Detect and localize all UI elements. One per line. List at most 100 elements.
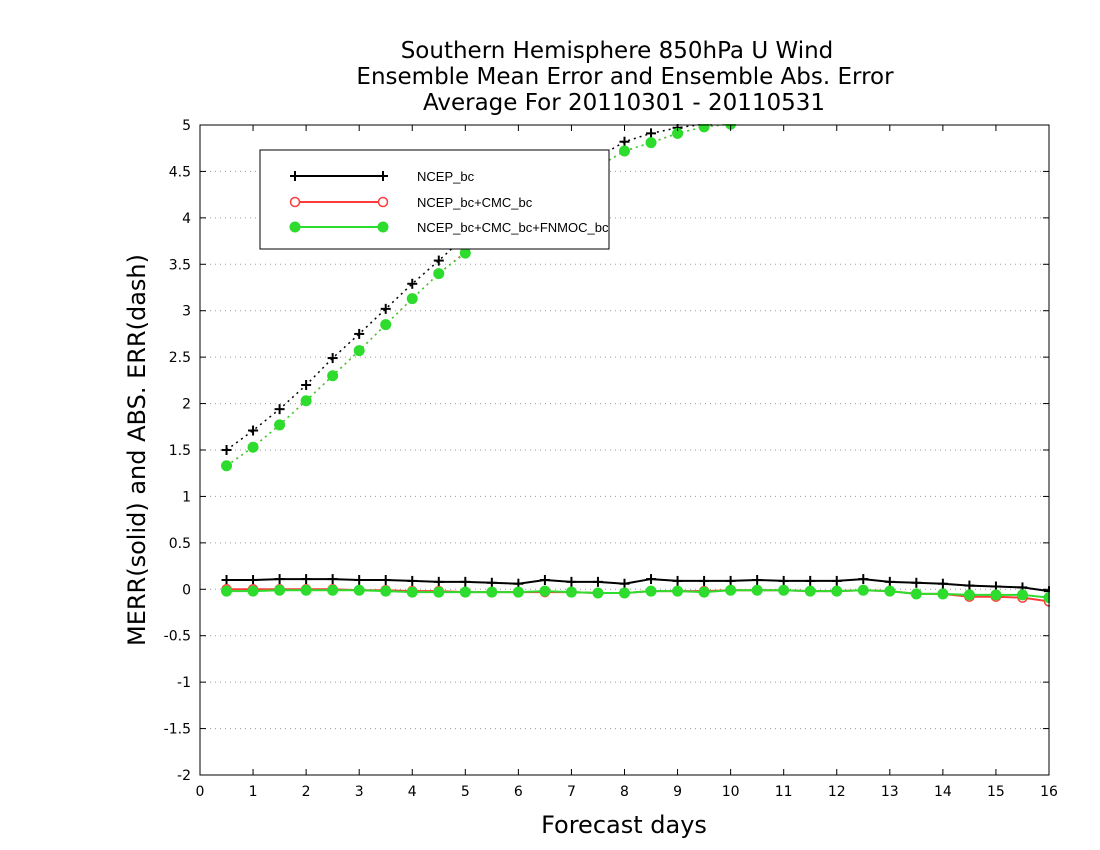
- abs-err-point-ncep-cmc-fnmoc: [300, 395, 312, 407]
- abs-err-point-ncep-bc: [248, 425, 259, 436]
- merr-point-ncep-bc: [805, 575, 816, 586]
- abs-err-point-ncep-bc: [619, 136, 630, 147]
- merr-point-ncep-bc: [778, 575, 789, 586]
- y-tick-label: 0.5: [169, 536, 191, 552]
- merr-point-ncep-cmc-fnmoc: [698, 586, 710, 598]
- abs-err-point-ncep-cmc-fnmoc: [645, 137, 657, 149]
- x-axis: 0 1 2 3 4 5 6 7 8 9 10 11 12 13 14 15 16: [196, 125, 1058, 800]
- legend: NCEP_bc NCEP_bc+CMC_bc NCEP_bc+CMC_bc+FNMO…: [259, 149, 610, 250]
- merr-point-ncep-bc: [327, 574, 338, 585]
- merr-point-ncep-cmc-fnmoc: [725, 584, 737, 596]
- abs-err-point-ncep-cmc-fnmoc: [459, 247, 471, 259]
- legend-marker: [377, 221, 389, 233]
- legend-marker: [290, 171, 300, 181]
- y-tick-label: 3.5: [169, 257, 191, 273]
- y-tick-label: -2: [177, 768, 191, 784]
- abs-err-point-ncep-cmc-fnmoc: [274, 419, 286, 431]
- x-tick-label: 10: [722, 784, 740, 800]
- merr-point-ncep-bc: [460, 576, 471, 587]
- merr-point-ncep-bc: [725, 575, 736, 586]
- y-tick-label: -1: [177, 675, 191, 691]
- abs-err-point-ncep-cmc-fnmoc: [353, 345, 365, 357]
- merr-point-ncep-cmc-fnmoc: [884, 585, 896, 597]
- chart-title: Southern Hemisphere 850hPa U Wind Ensemb…: [356, 38, 894, 116]
- y-tick-label: 4: [182, 211, 191, 227]
- merr-point-ncep-cmc-fnmoc: [300, 584, 312, 596]
- merr-point-ncep-bc: [672, 575, 683, 586]
- legend-item-ncep-bc: NCEP_bc: [290, 169, 475, 184]
- merr-point-ncep-cmc-fnmoc: [910, 588, 922, 600]
- merr-point-ncep-cmc-fnmoc: [353, 584, 365, 596]
- merr-point-ncep-bc: [619, 578, 630, 589]
- merr-point-ncep-cmc-fnmoc: [672, 585, 684, 597]
- merr-point-ncep-bc: [884, 576, 895, 587]
- chart-title-line-1: Southern Hemisphere 850hPa U Wind: [401, 38, 834, 64]
- merr-point-ncep-cmc-fnmoc: [433, 586, 445, 598]
- x-tick-label: 2: [302, 784, 311, 800]
- x-tick-label: 8: [620, 784, 629, 800]
- merr-point-ncep-bc: [592, 576, 603, 587]
- y-tick-label: 1.5: [169, 443, 191, 459]
- chart-title-line-3: Average For 20110301 - 20110531: [423, 90, 825, 116]
- merr-point-ncep-cmc-fnmoc: [1016, 589, 1028, 601]
- abs-err-point-ncep-bc: [433, 255, 444, 266]
- x-tick-label: 15: [987, 784, 1005, 800]
- abs-err-point-ncep-cmc-fnmoc: [619, 145, 630, 157]
- merr-point-ncep-cmc-fnmoc: [565, 586, 577, 598]
- merr-point-ncep-cmc-fnmoc: [778, 584, 790, 596]
- merr-point-ncep-cmc-fnmoc: [247, 585, 259, 597]
- x-tick-label: 6: [514, 784, 523, 800]
- merr-point-ncep-cmc-fnmoc: [274, 584, 286, 596]
- merr-point-ncep-bc: [301, 574, 312, 585]
- abs-err-line-ncep-cmc-fnmoc: [226, 124, 731, 467]
- merr-point-ncep-bc: [566, 576, 577, 587]
- merr-point-ncep-bc: [539, 575, 550, 585]
- merr-point-ncep-bc: [646, 574, 657, 585]
- merr-point-ncep-cmc-fnmoc: [459, 586, 471, 598]
- legend-marker: [289, 221, 301, 233]
- x-tick-label: 4: [408, 784, 417, 800]
- merr-point-ncep-cmc-fnmoc: [221, 585, 233, 597]
- y-tick-label: 1: [182, 489, 191, 505]
- abs-err-point-ncep-cmc-fnmoc: [433, 268, 445, 280]
- x-tick-label: 9: [673, 784, 682, 800]
- legend-box: [259, 149, 610, 250]
- merr-point-ncep-bc: [380, 575, 391, 585]
- y-axis-title: MERR(solid) and ABS. ERR(dash): [123, 254, 151, 646]
- merr-point-ncep-cmc-fnmoc: [406, 586, 418, 598]
- merr-point-ncep-cmc-fnmoc: [512, 586, 524, 598]
- x-tick-label: 7: [567, 784, 576, 800]
- legend-item-ncep-cmc: NCEP_bc+CMC_bc: [289, 195, 533, 210]
- y-tick-label: 4.5: [169, 164, 191, 180]
- legend-item-ncep-cmc-fnmoc: NCEP_bc+CMC_bc+FNMOC_bc: [289, 220, 609, 235]
- abs-err-point-ncep-bc: [327, 353, 338, 364]
- x-tick-label: 13: [881, 784, 899, 800]
- merr-point-ncep-bc: [221, 575, 232, 585]
- merr-point-ncep-cmc-fnmoc: [937, 588, 949, 600]
- merr-point-ncep-bc: [858, 574, 869, 585]
- y-tick-label: -0.5: [164, 629, 191, 645]
- x-tick-label: 16: [1040, 784, 1058, 800]
- merr-point-ncep-bc: [274, 574, 285, 585]
- merr-point-ncep-bc: [699, 575, 710, 586]
- merr-point-ncep-cmc-fnmoc: [327, 584, 339, 596]
- merr-point-ncep-bc: [937, 578, 948, 589]
- y-tick-label: 2.5: [169, 350, 191, 366]
- merr-point-ncep-cmc-fnmoc: [963, 589, 975, 601]
- merr-point-ncep-bc: [433, 576, 444, 587]
- abs-err-point-ncep-bc: [274, 404, 285, 415]
- merr-point-ncep-bc: [964, 580, 975, 591]
- merr-point-ncep-cmc-fnmoc: [857, 584, 869, 596]
- merr-point-ncep-bc: [407, 575, 418, 586]
- abs-err-point-ncep-cmc-fnmoc: [698, 124, 710, 133]
- y-axis: -2 -1.5 -1 -0.5 0 0.5 1 1.5 2 2.5 3 3.5 4 4.5 5: [164, 118, 1049, 784]
- x-tick-label: 1: [249, 784, 258, 800]
- merr-point-ncep-cmc-fnmoc: [990, 589, 1002, 601]
- x-tick-label: 3: [355, 784, 364, 800]
- abs-err-point-ncep-bc: [407, 278, 418, 289]
- legend-marker: [377, 196, 389, 208]
- x-tick-label: 14: [934, 784, 952, 800]
- merr-point-ncep-cmc-fnmoc: [539, 585, 551, 597]
